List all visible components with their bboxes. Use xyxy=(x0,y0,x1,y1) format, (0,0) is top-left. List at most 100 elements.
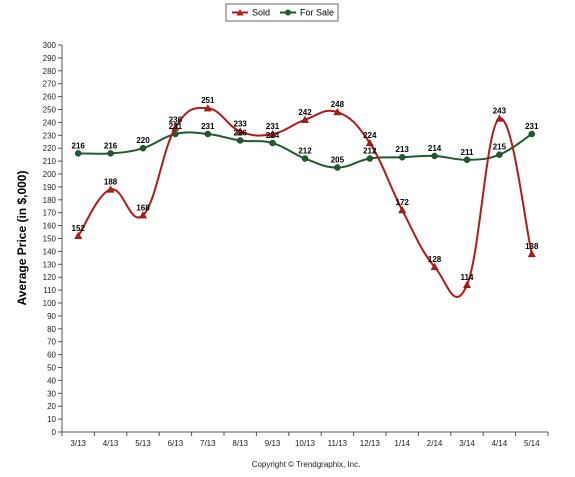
y-tick-label: 290 xyxy=(43,54,57,63)
sold-point xyxy=(106,185,115,193)
y-tick-label: 140 xyxy=(43,247,57,256)
sold-point xyxy=(462,280,472,289)
x-tick-label: 3/14 xyxy=(459,439,475,448)
y-tick-label: 170 xyxy=(43,209,57,218)
x-tick-label: 7/13 xyxy=(200,439,216,448)
sold-data-label: 128 xyxy=(428,255,442,264)
y-tick-label: 270 xyxy=(43,80,57,89)
sold-data-label: 236 xyxy=(169,116,183,125)
x-tick-label: 11/13 xyxy=(328,439,348,448)
legend-for-sale-label: For Sale xyxy=(300,8,334,18)
for-sale-data-label: 205 xyxy=(331,156,345,165)
y-axis: 0 10 20 30 40 50 60 70 80 90 100 110 120 130 140 150 160… xyxy=(43,41,63,437)
sold-data-label: 114 xyxy=(461,273,474,282)
for-sale-data-label: 216 xyxy=(104,141,118,150)
y-axis-label: Average Price (in $,000) xyxy=(15,171,29,306)
y-tick-label: 150 xyxy=(43,235,57,244)
y-tick-label: 160 xyxy=(43,222,57,231)
x-tick-label: 5/14 xyxy=(524,439,540,448)
y-tick-label: 300 xyxy=(43,41,57,50)
y-tick-label: 130 xyxy=(43,260,57,269)
sold-data-label: 251 xyxy=(201,96,215,105)
sold-data-label: 243 xyxy=(493,107,507,116)
legend-for-sale-marker xyxy=(285,9,291,16)
for-sale-point xyxy=(528,130,536,138)
y-tick-label: 40 xyxy=(47,376,56,385)
y-tick-label: 250 xyxy=(43,106,57,115)
sold-point xyxy=(268,129,277,138)
sold-data-label: 242 xyxy=(298,108,312,117)
sold-point xyxy=(300,115,310,123)
y-tick-label: 80 xyxy=(47,325,56,334)
x-tick-label: 8/13 xyxy=(232,439,248,448)
for-sale-data-label: 214 xyxy=(428,144,442,153)
y-tick-label: 200 xyxy=(43,170,57,179)
x-tick-label: 4/13 xyxy=(103,439,119,448)
y-tick-label: 90 xyxy=(47,312,56,321)
y-tick-label: 120 xyxy=(43,273,57,282)
x-axis: 3/13 4/13 5/13 6/13 7/13 8/13 9/13 10/13 11/13 12… xyxy=(61,431,549,448)
y-tick-label: 110 xyxy=(43,286,56,295)
for-sale-point xyxy=(139,144,147,152)
for-sale-data-label: 213 xyxy=(396,145,410,154)
x-tick-label: 12/13 xyxy=(360,439,381,448)
y-tick-label: 60 xyxy=(47,351,56,360)
x-tick-label: 10/13 xyxy=(295,439,316,448)
sold-data-label: 152 xyxy=(72,224,86,233)
sold-series-line xyxy=(77,106,533,298)
y-tick-label: 230 xyxy=(43,131,57,140)
legend-sold-label: Sold xyxy=(252,8,270,18)
y-tick-label: 240 xyxy=(43,118,57,127)
for-sale-data-label: 211 xyxy=(461,148,474,157)
y-tick-label: 190 xyxy=(43,183,57,192)
sold-data-label: 224 xyxy=(363,131,377,140)
x-tick-label: 2/14 xyxy=(427,439,443,448)
for-sale-data-label: 226 xyxy=(234,128,248,137)
sold-data-label: 188 xyxy=(104,177,118,186)
sold-point xyxy=(365,138,374,147)
for-sale-point xyxy=(269,139,276,147)
y-tick-label: 50 xyxy=(47,364,56,373)
sold-point xyxy=(495,114,504,122)
y-tick-label: 210 xyxy=(43,157,57,166)
for-sale-point xyxy=(334,164,341,171)
for-sale-point xyxy=(236,137,244,144)
for-sale-data-label: 231 xyxy=(525,122,539,131)
for-sale-point xyxy=(74,150,82,157)
y-tick-label: 180 xyxy=(43,196,57,205)
for-sale-data-label: 216 xyxy=(72,141,86,150)
for-sale-point xyxy=(107,150,114,157)
y-tick-label: 0 xyxy=(52,428,57,437)
for-sale-point xyxy=(301,155,309,162)
for-sale-point xyxy=(398,153,406,161)
sold-data-label: 168 xyxy=(136,203,150,212)
sold-point xyxy=(527,249,536,258)
x-tick-label: 9/13 xyxy=(265,439,281,448)
for-sale-point xyxy=(204,130,212,138)
sold-data-label: 233 xyxy=(234,119,248,128)
sold-data-label: 138 xyxy=(525,242,539,251)
sold-point xyxy=(203,104,212,112)
sold-data-label: 231 xyxy=(266,122,280,131)
y-tick-label: 70 xyxy=(47,338,56,347)
x-tick-label: 3/13 xyxy=(70,439,86,448)
for-sale-point xyxy=(463,156,471,164)
sold-data-label: 172 xyxy=(396,198,410,207)
sold-point xyxy=(74,231,83,240)
for-sale-data-label: 212 xyxy=(363,147,377,156)
series-layer xyxy=(74,104,536,298)
y-tick-label: 220 xyxy=(43,144,57,153)
for-sale-point xyxy=(366,155,374,162)
x-tick-label: 5/13 xyxy=(135,439,151,448)
sold-data-label: 248 xyxy=(331,100,345,109)
for-sale-point xyxy=(496,151,503,158)
data-labels: 216 216 220 231 231 226 224 212 205 212 213 214 211 2… xyxy=(72,96,539,282)
for-sale-data-label: 231 xyxy=(201,122,215,131)
sold-point xyxy=(171,123,180,131)
legend: Sold For Sale xyxy=(225,3,339,22)
for-sale-data-label: 215 xyxy=(493,143,507,152)
for-sale-data-label: 224 xyxy=(266,131,280,140)
x-tick-label: 1/14 xyxy=(394,439,410,448)
for-sale-data-label: 220 xyxy=(136,136,150,145)
